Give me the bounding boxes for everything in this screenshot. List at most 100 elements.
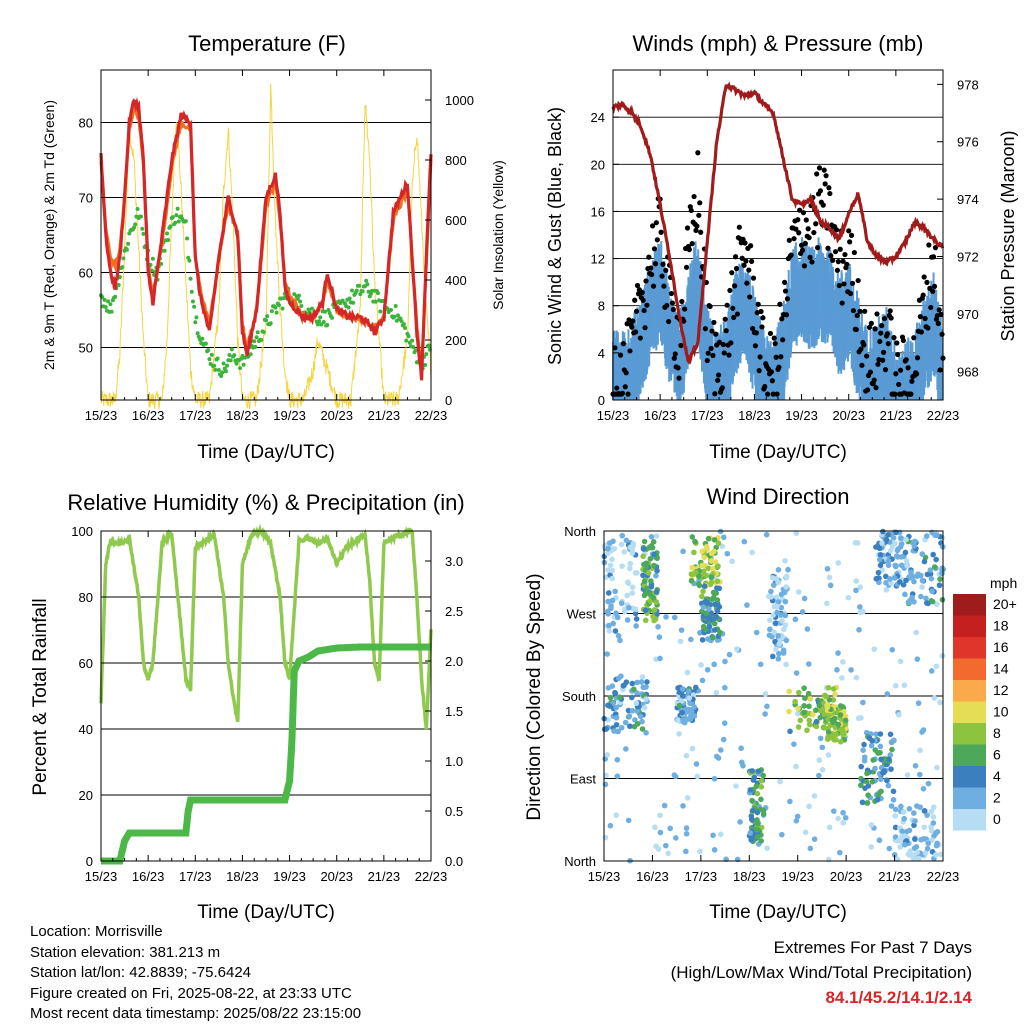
gust-point xyxy=(882,367,889,373)
gust-point xyxy=(705,350,711,356)
figure-created: Figure created on Fri, 2025-08-22, at 23… xyxy=(30,984,352,1002)
gust-point xyxy=(784,296,791,302)
gust-point xyxy=(862,308,868,314)
direction-point xyxy=(896,711,902,718)
direction-point xyxy=(711,537,718,543)
extremes-subtitle: (High/Low/Max Wind/Total Precipitation) xyxy=(670,963,972,982)
direction-point xyxy=(688,636,694,643)
gust-point xyxy=(672,351,678,357)
dewpoint-point xyxy=(139,214,144,219)
direction-point xyxy=(903,536,909,543)
direction-point xyxy=(772,620,779,626)
dewpoint-point xyxy=(116,283,121,288)
gust-point xyxy=(779,316,785,322)
gust-point xyxy=(728,340,734,346)
dewpoint-point xyxy=(188,276,193,281)
gust-point xyxy=(630,318,636,324)
direction-point xyxy=(811,793,818,799)
direction-point xyxy=(689,571,696,577)
direction-point xyxy=(643,729,649,736)
gust-point xyxy=(931,283,938,289)
wind-direction-plot-frame xyxy=(603,530,944,862)
gust-point xyxy=(642,325,648,331)
direction-point xyxy=(702,626,709,633)
dewpoint-point xyxy=(399,319,404,324)
direction-point xyxy=(771,603,778,610)
gust-point xyxy=(848,290,854,297)
direction-point xyxy=(824,702,830,709)
gust-point xyxy=(633,329,639,335)
gust-point xyxy=(799,247,806,253)
direction-point xyxy=(744,602,750,608)
dewpoint-point xyxy=(259,338,264,343)
direction-point xyxy=(911,822,917,829)
gust-point xyxy=(815,245,821,251)
direction-point xyxy=(793,670,800,676)
direction-point xyxy=(612,588,618,595)
direction-point xyxy=(795,724,802,730)
direction-point xyxy=(880,528,886,535)
y-tick-label: 20 xyxy=(79,788,93,803)
gust-point xyxy=(752,343,758,349)
gust-point xyxy=(765,391,771,397)
direction-point xyxy=(824,600,830,607)
direction-point xyxy=(839,727,846,733)
direction-point xyxy=(892,824,899,831)
direction-point xyxy=(696,573,702,580)
direction-point xyxy=(917,804,923,810)
direction-point xyxy=(699,548,706,555)
direction-point xyxy=(877,552,884,558)
dewpoint-point xyxy=(221,361,226,366)
direction-point xyxy=(692,538,698,545)
direction-point xyxy=(889,746,895,753)
direction-point xyxy=(888,580,894,586)
direction-point xyxy=(648,578,654,584)
direction-point xyxy=(934,840,940,847)
direction-point xyxy=(877,776,884,782)
dewpoint-point xyxy=(248,352,253,357)
direction-point xyxy=(869,779,876,785)
gust-point xyxy=(821,167,827,173)
dewpoint-point xyxy=(190,299,195,304)
gust-point xyxy=(797,207,803,213)
gust-point xyxy=(671,355,677,361)
gust-point xyxy=(627,348,633,354)
direction-point xyxy=(853,587,859,594)
direction-point xyxy=(715,540,722,547)
direction-point xyxy=(644,679,650,685)
direction-point xyxy=(864,770,870,777)
dewpoint-point xyxy=(350,288,355,293)
direction-point xyxy=(853,674,860,681)
direction-point xyxy=(792,616,799,623)
dewpoint-point xyxy=(375,291,380,296)
x-tick-label: 19/23 xyxy=(781,869,814,884)
gust-point xyxy=(686,247,692,253)
direction-point xyxy=(634,679,641,686)
direction-point xyxy=(937,576,943,582)
gust-point xyxy=(733,265,740,272)
gust-point xyxy=(813,221,819,227)
gust-point xyxy=(811,229,817,236)
gust-point xyxy=(866,324,873,331)
gust-point xyxy=(774,391,780,397)
direction-point xyxy=(780,650,787,656)
gust-point xyxy=(679,298,685,305)
legend-label: 20+ xyxy=(993,596,1017,612)
direction-point xyxy=(786,688,793,695)
direction-point xyxy=(885,782,892,789)
y-tick-label: 60 xyxy=(79,656,93,671)
y2-tick-label: 0.0 xyxy=(445,854,463,869)
direction-point xyxy=(917,771,923,778)
direction-point xyxy=(639,674,646,680)
gust-point xyxy=(776,364,782,370)
direction-point xyxy=(633,700,640,707)
direction-point xyxy=(703,572,710,579)
gust-point xyxy=(666,318,672,325)
gust-point xyxy=(773,354,779,360)
dewpoint-point xyxy=(132,225,136,230)
gust-point xyxy=(903,357,909,363)
gust-point xyxy=(921,274,927,280)
direction-point xyxy=(632,717,638,723)
gust-point xyxy=(918,329,924,335)
gust-point xyxy=(820,202,826,208)
